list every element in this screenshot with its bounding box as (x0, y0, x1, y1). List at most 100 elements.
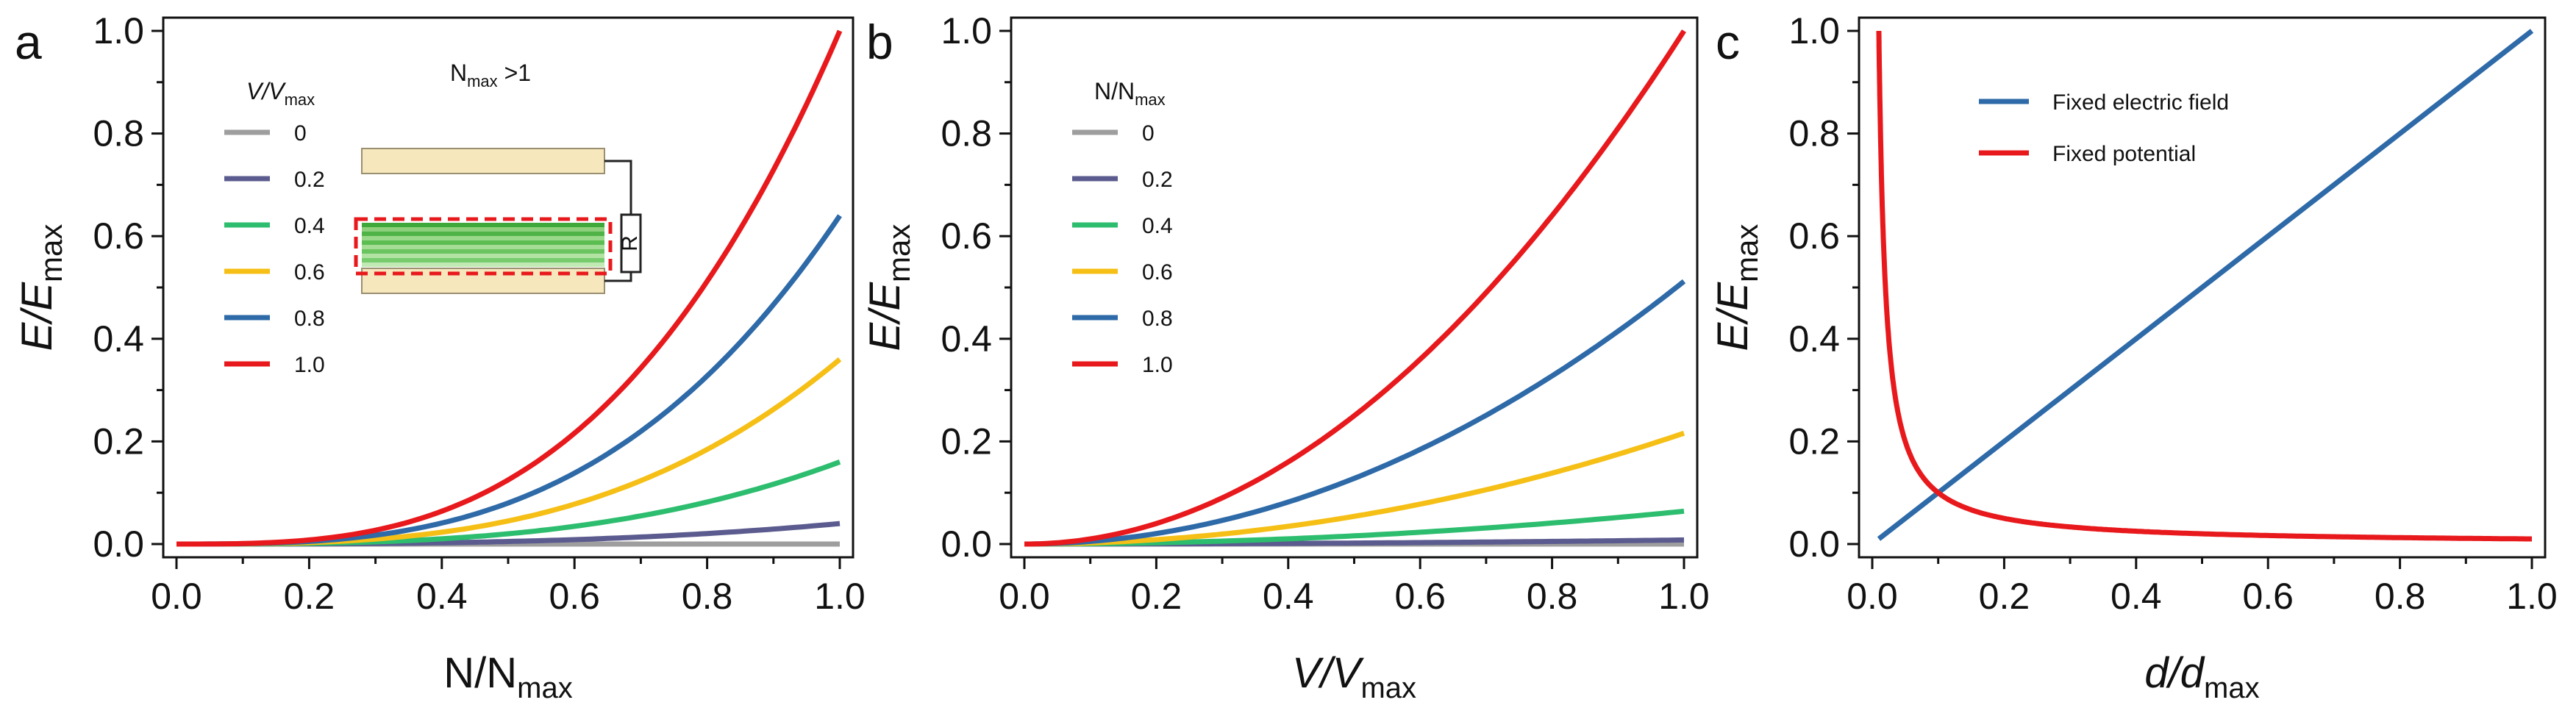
legend-label: 0.2 (294, 168, 325, 192)
y-tick-label: 0.4 (1788, 318, 1840, 360)
x-axis-title-main: V/V (1292, 649, 1365, 697)
series-line-fixed-potential (1876, 28, 2532, 542)
y-tick-label: 0.6 (93, 215, 144, 257)
inset-diagram: Nmax >1 R (354, 60, 642, 294)
legend: Fixed electric field Fixed potential (1979, 90, 2229, 166)
y-axis-title-main: E/E (13, 282, 61, 351)
x-tick-label: 0.0 (1847, 576, 1898, 617)
panel-c: c 0.0 0.2 0.4 0.6 0.8 1.0 0.0 0.2 0.4 0.6 0.8 1.0 d/d… (1709, 10, 2558, 704)
legend-label: 0.8 (294, 307, 325, 331)
wire-bottom (604, 272, 632, 282)
y-axis-title-main: E/E (861, 282, 909, 351)
y-tick-label: 1.0 (1788, 10, 1840, 51)
legend-title: V/Vmax (246, 78, 315, 109)
legend-title-main: V/V (246, 78, 286, 104)
y-tick-label: 0.4 (941, 318, 992, 360)
x-tick-label: 0.4 (416, 576, 468, 617)
top-electrode (361, 148, 605, 174)
y-tick-label: 0.8 (941, 113, 992, 154)
inset-label: Nmax >1 (450, 60, 531, 90)
green-layer (362, 254, 604, 258)
inset-label-main: N (450, 60, 467, 86)
panel-a: a 0.0 0.2 0.4 0.6 0.8 1.0 0.0 0.2 0.4 0.6 0.8 1.0 N/N… (13, 10, 866, 704)
y-axis-title-sub: max (882, 224, 916, 282)
x-axis-title-main: d/d (2144, 649, 2205, 697)
x-tick-label: 0.4 (2111, 576, 2162, 617)
legend-title-main: N/N (1094, 78, 1135, 104)
legend: N/Nmax 0 0.2 0.4 0.6 0.8 1.0 (1072, 78, 1173, 377)
legend-label: 0.4 (294, 214, 325, 238)
resistor (620, 213, 642, 273)
y-tick-label: 0.2 (1788, 421, 1840, 462)
green-layer (362, 245, 604, 249)
legend-title-sub: max (285, 90, 315, 109)
resistor-label: R (618, 235, 642, 251)
series-line-1.0 (176, 29, 843, 547)
x-tick-label: 0.0 (151, 576, 202, 617)
y-tick-label: 0.0 (941, 523, 992, 565)
plot-area (1876, 28, 2534, 542)
legend-label: 0.6 (1142, 260, 1173, 285)
series-line-1.0 (1024, 29, 1686, 547)
legend-label: 1.0 (294, 353, 325, 377)
green-layer (362, 227, 604, 232)
x-axis-title-main: N/N (443, 649, 517, 697)
series-line-0.6 (176, 357, 842, 547)
y-axis-title: E/Emax (1709, 224, 1764, 351)
y-tick-label: 0.2 (941, 421, 992, 462)
x-tick-label: 0.4 (1263, 576, 1314, 617)
legend-title: N/Nmax (1094, 78, 1166, 109)
y-axis-title-sub: max (34, 224, 68, 282)
y-tick-label: 0.2 (93, 421, 144, 462)
y-tick-label: 0.0 (1788, 523, 1840, 565)
series-line-fixed-electric-field (1877, 29, 2534, 541)
x-tick-label: 0.6 (549, 576, 600, 617)
legend-title-sub: max (1135, 90, 1166, 109)
y-tick-label: 0.8 (93, 113, 144, 154)
panel-letter: a (15, 15, 42, 69)
x-tick-label: 1.0 (2506, 576, 2558, 617)
legend-label: 0 (294, 121, 307, 146)
panel-letter: b (866, 15, 893, 69)
y-tick-label: 0.6 (941, 215, 992, 257)
green-layer (362, 262, 604, 267)
x-axis-title-sub: max (517, 672, 573, 704)
y-tick-label: 0.8 (1788, 113, 1840, 154)
inset-label-sub: max (467, 72, 498, 90)
legend-label: 0 (1142, 121, 1155, 146)
legend-label: 0.6 (294, 260, 325, 285)
legend-label: 1.0 (1142, 353, 1173, 377)
y-axis-title: E/Emax (861, 224, 916, 351)
x-axis-title: N/Nmax (443, 649, 572, 704)
x-axis-title-sub: max (2204, 672, 2260, 704)
x-tick-label: 0.6 (1394, 576, 1446, 617)
legend: V/Vmax 0 0.2 0.4 0.6 0.8 1.0 (224, 78, 325, 377)
x-axis-title-sub: max (1360, 672, 1416, 704)
x-tick-label: 0.8 (1527, 576, 1578, 617)
y-tick-label: 0.6 (1788, 215, 1840, 257)
green-layer (362, 236, 604, 240)
x-tick-label: 0.8 (682, 576, 733, 617)
x-axis-title: d/dmax (2144, 649, 2259, 704)
x-tick-label: 1.0 (1658, 576, 1710, 617)
y-axis-title-sub: max (1730, 224, 1764, 282)
panel-letter: c (1716, 15, 1740, 69)
plot-area (1024, 29, 1686, 547)
green-layer (362, 223, 604, 227)
x-tick-label: 0.2 (284, 576, 335, 617)
legend-label: 0.8 (1142, 307, 1173, 331)
y-tick-label: 0.0 (93, 523, 144, 565)
green-layer (362, 232, 604, 236)
x-tick-label: 0.2 (1979, 576, 2030, 617)
panel-b: b 0.0 0.2 0.4 0.6 0.8 1.0 0.0 0.2 0.4 0.6 0.8 1.0 V/V… (861, 10, 1710, 704)
wire-top (604, 160, 632, 215)
y-tick-label: 0.4 (93, 318, 144, 360)
x-tick-label: 0.0 (999, 576, 1050, 617)
y-axis-title-main: E/E (1709, 282, 1757, 351)
y-tick-label: 1.0 (941, 10, 992, 51)
legend-label: 0.4 (1142, 214, 1173, 238)
dashed-highlight (354, 217, 613, 276)
green-layer (362, 258, 604, 262)
series-line-0.8 (1024, 279, 1686, 547)
